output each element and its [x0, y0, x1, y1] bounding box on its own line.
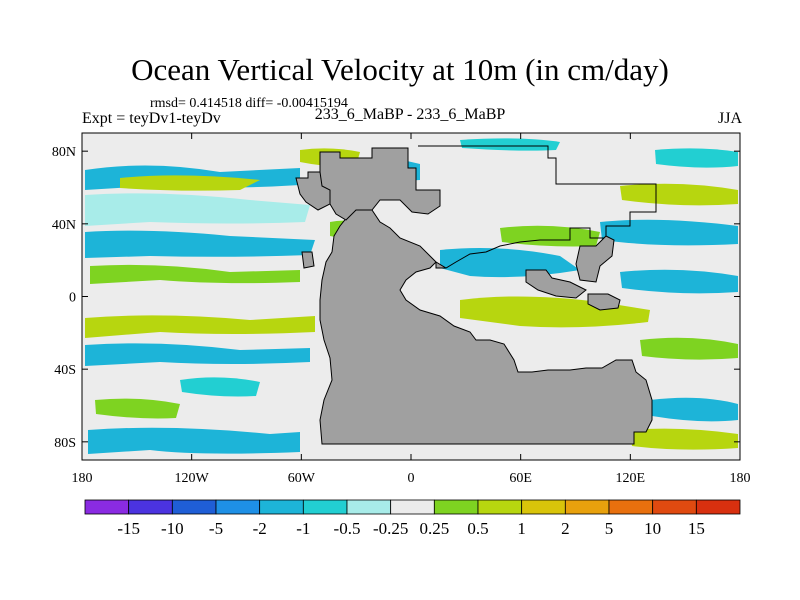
land-mass [301, 251, 315, 269]
downwelling-patch [640, 337, 738, 360]
land-mass [319, 147, 441, 221]
upwelling-patch [85, 230, 315, 258]
colorbar-label: -10 [161, 519, 184, 538]
experiment-label: Expt = teyDv1-teyDv [82, 110, 221, 127]
land-mass [295, 171, 331, 211]
downwelling-patch [630, 428, 738, 450]
lat-tick-label: 40S [54, 363, 76, 378]
upwelling-patch [650, 397, 738, 422]
lon-tick-label: 180 [72, 471, 93, 486]
land-mass [587, 293, 621, 311]
downwelling-patch [95, 398, 180, 419]
colorbar-label: 5 [605, 519, 614, 538]
colorbar-swatch [695, 499, 741, 515]
land-mass [319, 145, 657, 445]
colorbar-label: 10 [644, 519, 661, 538]
upwelling-patch [180, 377, 260, 397]
colorbar-swatch [346, 499, 392, 515]
colorbar-swatch [390, 499, 435, 515]
lon-tick-label: 180 [730, 471, 751, 486]
colorbar-label: 0.25 [419, 519, 449, 538]
colorbar-swatch [302, 499, 348, 515]
colorbar-swatch [128, 499, 173, 515]
colorbar-label: -0.5 [334, 519, 361, 538]
downwelling-patch [85, 315, 315, 338]
lat-tick-label: 40N [52, 218, 76, 233]
colorbar-label: 15 [688, 519, 705, 538]
colorbar-swatch [608, 499, 654, 515]
downwelling-patch [620, 183, 738, 206]
colorbar-label: 0.5 [467, 519, 488, 538]
colorbar-swatch [433, 499, 479, 515]
land-mass [575, 235, 615, 283]
colorbar-swatch [521, 499, 566, 515]
colorbar-swatch [259, 499, 304, 515]
plot-title: Ocean Vertical Velocity at 10m (in cm/da… [131, 52, 669, 87]
upwelling-patch [655, 148, 738, 168]
lon-tick-label: 60E [509, 471, 532, 486]
colorbar-label: -1 [296, 519, 310, 538]
colorbar: -15 -10 -5 -2 -1 -0.5 -0.25 0.25 0.5 1 2 5 10 15 [84, 499, 741, 538]
lon-tick-label: 120E [616, 471, 646, 486]
colorbar-label: 2 [561, 519, 570, 538]
colorbar-swatch [215, 499, 261, 515]
case-label: 233_6_MaBP - 233_6_MaBP [314, 106, 506, 123]
colorbar-label: -2 [253, 519, 267, 538]
lon-tick-label: 0 [408, 471, 415, 486]
upwelling-patch [85, 193, 310, 226]
upwelling-patch [88, 427, 300, 454]
colorbar-swatch [652, 499, 697, 515]
downwelling-patch [90, 264, 300, 284]
colorbar-swatch [564, 499, 610, 515]
colorbar-swatch [477, 499, 523, 515]
lon-tick-label: 120W [175, 471, 210, 486]
land-mass [525, 269, 587, 299]
lon-tick-label: 60W [288, 471, 316, 486]
upwelling-patch [620, 269, 738, 294]
colorbar-label: 1 [517, 519, 526, 538]
lat-tick-label: 80S [54, 436, 76, 451]
colorbar-swatch [84, 499, 130, 515]
colorbar-swatch [171, 499, 217, 515]
upwelling-patch [85, 343, 310, 366]
stats-label: rmsd= 0.414518 diff= -0.00415194 [150, 96, 348, 111]
upwelling-patch [460, 138, 560, 151]
lat-tick-label: 80N [52, 145, 76, 160]
colorbar-label: -15 [117, 519, 140, 538]
lat-tick-label: 0 [69, 291, 76, 306]
colorbar-label: -5 [209, 519, 223, 538]
longitude-axis: 180 120W 60W 0 60E 120E 180 [72, 133, 751, 486]
downwelling-patch [120, 175, 260, 191]
colorbar-label: -0.25 [373, 519, 408, 538]
upwelling-patch [600, 219, 738, 246]
season-label: JJA [717, 110, 742, 127]
latitude-axis: 80N 40N 0 40S 80S [52, 145, 740, 451]
velocity-field [85, 138, 738, 454]
